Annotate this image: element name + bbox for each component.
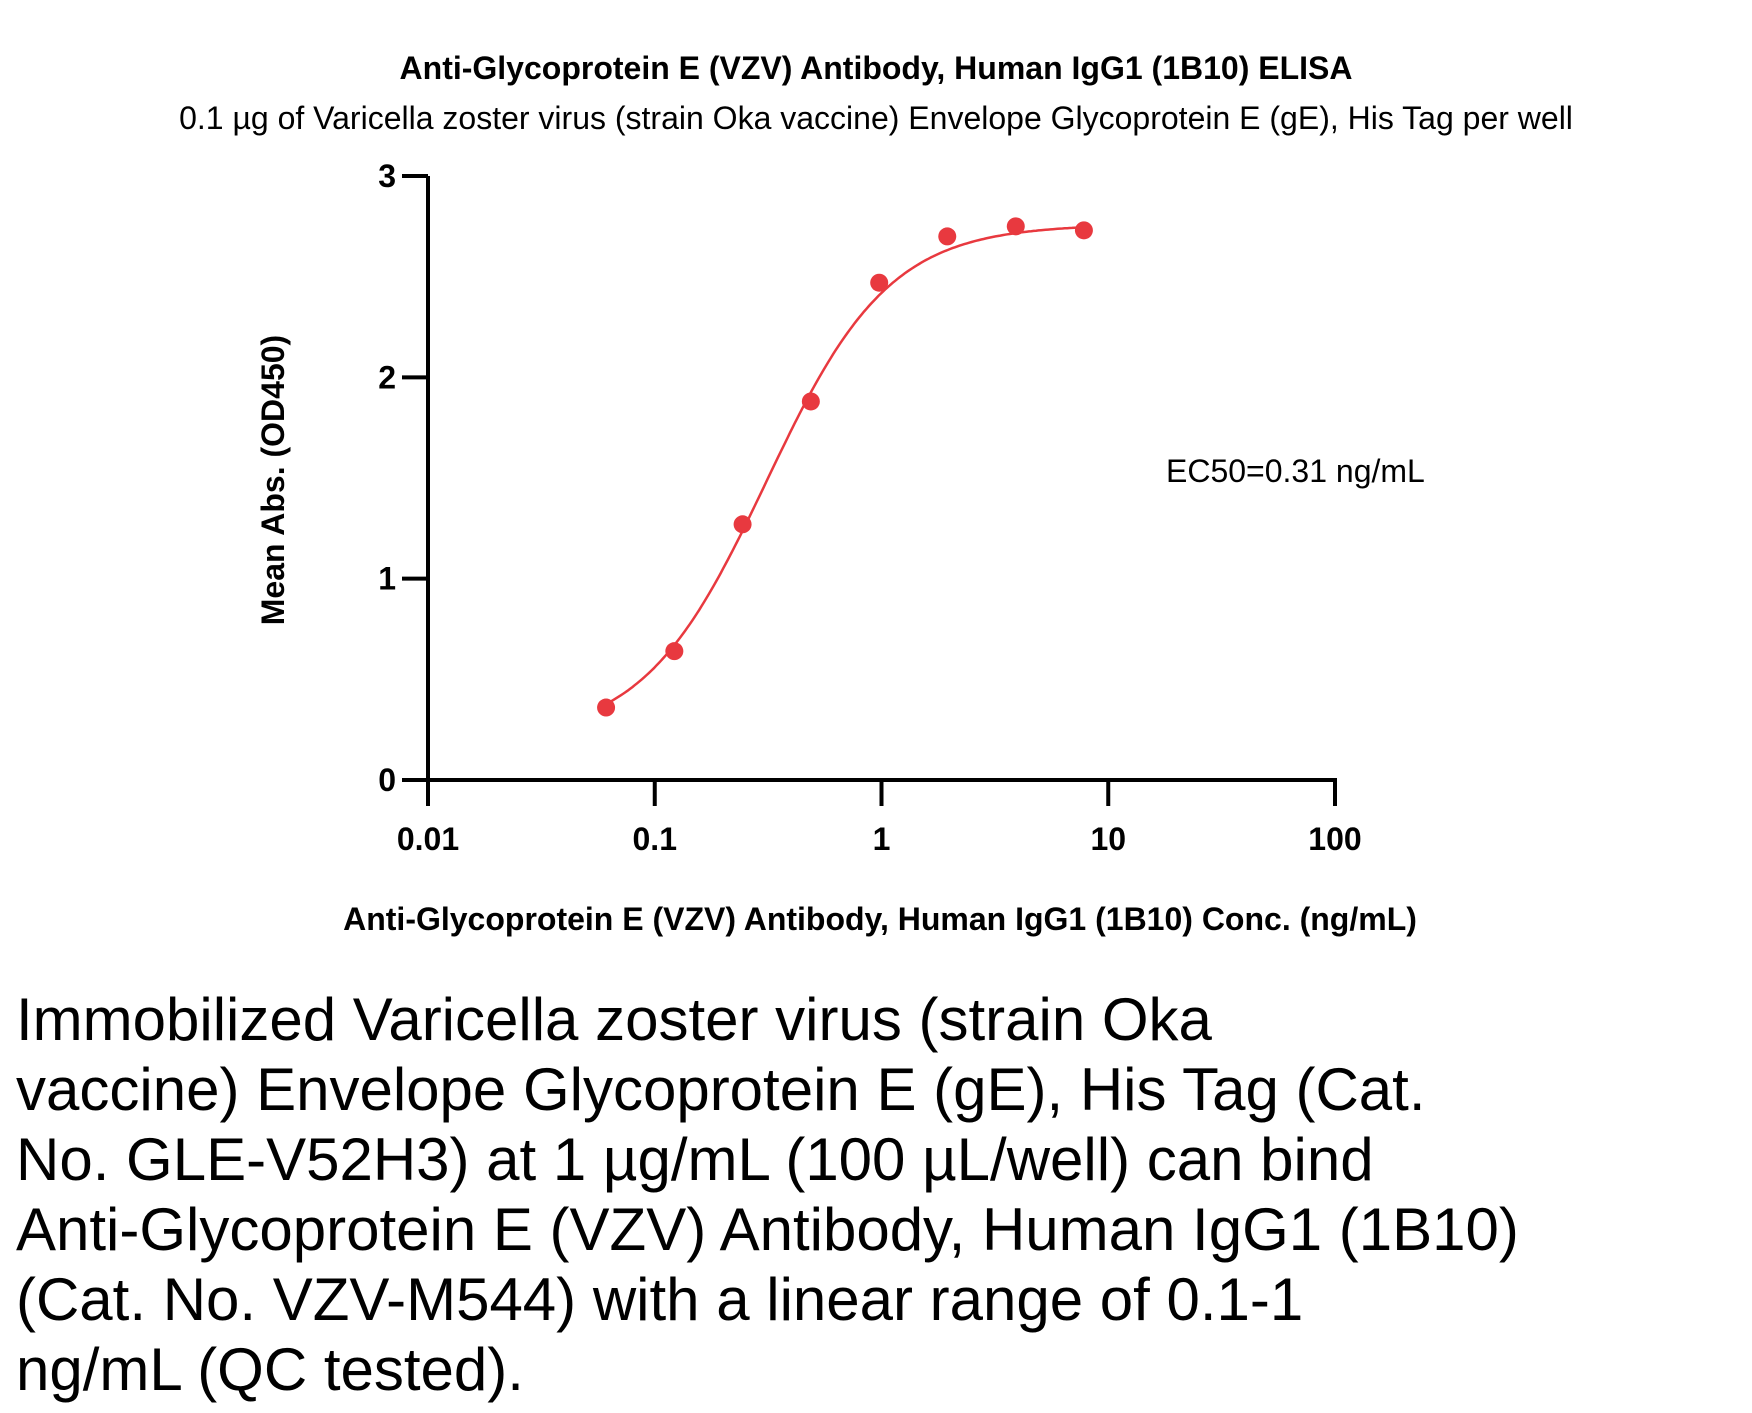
elisa-chart: 0 1 2 3 0.01 0.1 1 10 100 Mean Abs. (OD450) Anti…: [255, 158, 1425, 937]
chart-title: Anti-Glycoprotein E (VZV) Antibody, Huma…: [399, 50, 1353, 86]
fit-curve: [605, 226, 1084, 706]
data-point: [1006, 217, 1025, 236]
chart-subtitle: 0.1 µg of Varicella zoster virus (strain…: [179, 100, 1573, 136]
x-tick-label: 1: [873, 821, 891, 857]
data-point: [801, 392, 820, 411]
x-tick-label: 10: [1090, 821, 1126, 857]
y-tick-label: 1: [378, 561, 396, 597]
data-point: [665, 642, 684, 661]
data-point: [597, 698, 616, 717]
figure-caption: Immobilized Varicella zoster virus (stra…: [16, 986, 1519, 1403]
data-points-layer: [597, 217, 1093, 717]
y-axis-label: Mean Abs. (OD450): [255, 335, 291, 625]
data-point: [733, 515, 752, 534]
data-point: [1074, 221, 1093, 240]
ec50-annotation: EC50=0.31 ng/mL: [1166, 453, 1425, 489]
y-tick-label: 0: [378, 762, 396, 798]
axes: 0 1 2 3 0.01 0.1 1 10 100: [378, 158, 1361, 857]
x-tick-label: 0.1: [633, 821, 677, 857]
x-axis-label: Anti-Glycoprotein E (VZV) Antibody, Huma…: [343, 901, 1417, 937]
x-tick-label: 0.01: [397, 821, 459, 857]
data-point: [870, 273, 889, 292]
y-tick-label: 3: [378, 158, 396, 194]
fit-curve-layer: [605, 226, 1084, 706]
y-tick-label: 2: [378, 359, 396, 395]
x-tick-label: 100: [1308, 821, 1361, 857]
data-point: [938, 227, 957, 246]
